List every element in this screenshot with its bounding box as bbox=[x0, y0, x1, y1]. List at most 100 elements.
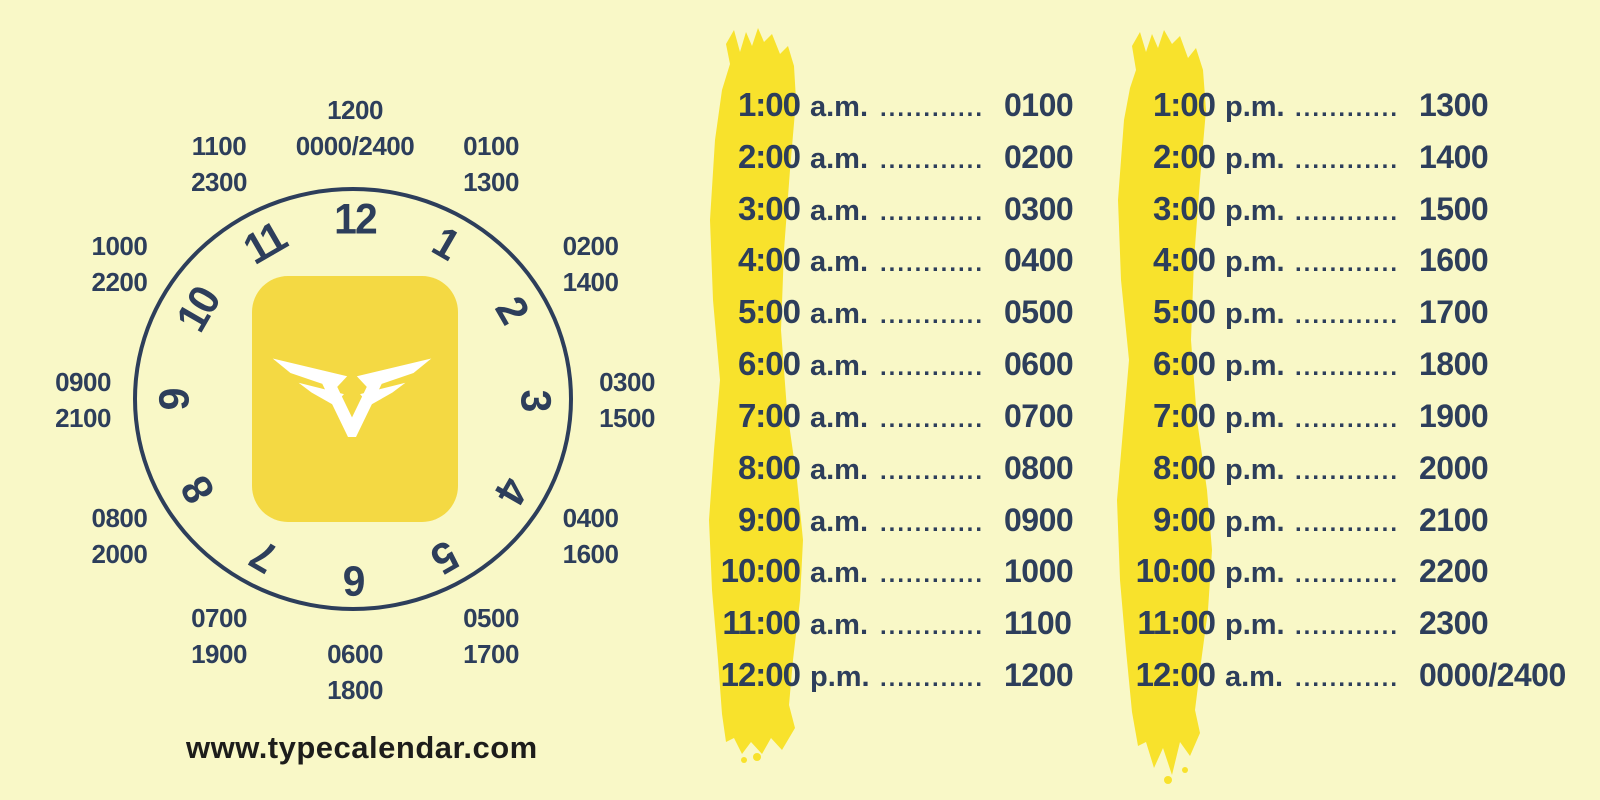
conversion-row: 10:00 a.m............. 1000 bbox=[700, 552, 1100, 590]
time-military: 0800 bbox=[1004, 449, 1074, 486]
time-12hr: 3:00 bbox=[1152, 189, 1216, 227]
right-brush-stroke bbox=[1117, 30, 1212, 775]
dots-leader: ............ bbox=[880, 302, 985, 330]
dots-leader: ............ bbox=[1295, 664, 1400, 692]
period-label: p.m. bbox=[1225, 91, 1285, 123]
conversion-row: 12:00 p.m............. 1200 bbox=[700, 656, 1100, 694]
military-label-line: 0100 bbox=[463, 131, 519, 162]
time-12hr: 4:00 bbox=[737, 241, 801, 279]
dots-leader: ............ bbox=[880, 250, 985, 278]
period-label: a.m. bbox=[810, 142, 869, 175]
period-label: p.m. bbox=[1225, 246, 1285, 279]
time-12hr: 10:00 bbox=[720, 552, 801, 590]
time-military: 1800 bbox=[1419, 346, 1489, 383]
time-12hr: 1:00 bbox=[1152, 86, 1216, 123]
dots-leader: ............ bbox=[880, 354, 985, 382]
period-label: p.m. bbox=[1225, 557, 1285, 590]
military-label-line: 1100 bbox=[191, 131, 247, 162]
conversion-row: 3:00 a.m............. 0300 bbox=[700, 190, 1100, 228]
period-label: a.m. bbox=[810, 194, 869, 227]
period-label: a.m. bbox=[810, 350, 869, 383]
military-label-line: 2200 bbox=[91, 267, 148, 297]
time-military: 1500 bbox=[1419, 190, 1489, 227]
dots-leader: ............ bbox=[1295, 509, 1400, 537]
time-military: 1200 bbox=[1004, 656, 1074, 693]
period-label: a.m. bbox=[810, 401, 869, 434]
time-12hr: 3:00 bbox=[737, 189, 801, 227]
conversion-row: 7:00 p.m............. 1900 bbox=[1115, 397, 1585, 435]
time-military: 0400 bbox=[1004, 242, 1074, 279]
time-military: 0900 bbox=[1004, 501, 1074, 538]
period-label: p.m. bbox=[1225, 401, 1285, 434]
time-military: 0600 bbox=[1004, 346, 1074, 383]
conversion-row: 4:00 a.m............. 0400 bbox=[700, 241, 1100, 279]
conversion-table-pm: 1:00 p.m............. 1300 2:00 p.m.........… bbox=[1115, 86, 1585, 694]
conversion-row: 6:00 p.m............. 1800 bbox=[1115, 345, 1585, 383]
period-label: a.m. bbox=[1225, 660, 1284, 693]
dots-leader: ............ bbox=[1295, 198, 1400, 226]
dots-leader: ............ bbox=[1295, 146, 1400, 174]
time-military: 0300 bbox=[1004, 190, 1074, 227]
dots-leader: ............ bbox=[880, 613, 985, 641]
clock-numeral-3: 3 bbox=[511, 389, 560, 411]
time-military: 1600 bbox=[1419, 242, 1489, 279]
time-military: 1300 bbox=[1419, 87, 1489, 123]
military-label-hour-6: 0600 1800 bbox=[327, 636, 383, 708]
time-military: 1000 bbox=[1004, 553, 1074, 590]
military-label-hour-5: 0500 1700 bbox=[463, 600, 519, 672]
conversion-row: 12:00 a.m............. 0000/2400 bbox=[1115, 656, 1585, 694]
dots-leader: ............ bbox=[1295, 561, 1400, 589]
period-label: p.m. bbox=[1225, 505, 1285, 538]
time-military: 1700 bbox=[1419, 294, 1489, 331]
conversion-row: 10:00 p.m............. 2200 bbox=[1115, 552, 1585, 590]
dots-leader: ............ bbox=[1295, 457, 1400, 485]
period-label: p.m. bbox=[1225, 142, 1285, 175]
military-label-hour-7: 0700 1900 bbox=[191, 600, 247, 672]
military-label-hour-1: 0100 1300 bbox=[463, 128, 519, 200]
period-label: a.m. bbox=[810, 453, 869, 486]
conversion-row: 1:00 p.m............. 1300 bbox=[1115, 86, 1585, 124]
winged-v-icon bbox=[272, 358, 432, 437]
military-label-line: 0700 bbox=[191, 602, 247, 633]
time-military: 2200 bbox=[1419, 553, 1489, 590]
clock-circle bbox=[133, 187, 573, 611]
military-label-hour-8: 0800 2000 bbox=[92, 500, 148, 572]
time-12hr: 8:00 bbox=[737, 448, 801, 486]
logo-badge bbox=[252, 276, 458, 522]
time-12hr: 10:00 bbox=[1135, 552, 1216, 590]
website-url: www.typecalendar.com bbox=[186, 730, 538, 765]
military-label-line: 0600 bbox=[327, 639, 383, 669]
time-12hr: 1:00 bbox=[737, 86, 801, 123]
military-label-hour-4: 0400 1600 bbox=[563, 500, 619, 572]
military-label-line: 1500 bbox=[599, 403, 655, 433]
military-label-hour-2: 0200 1400 bbox=[563, 228, 619, 300]
military-label-line: 0000/2400 bbox=[295, 131, 415, 161]
time-military: 1100 bbox=[1004, 605, 1072, 642]
time-12hr: 11:00 bbox=[722, 604, 801, 642]
time-military: 0200 bbox=[1004, 138, 1074, 175]
time-12hr: 11:00 bbox=[1137, 604, 1216, 642]
time-military: 2300 bbox=[1419, 605, 1489, 642]
military-label-line: 1300 bbox=[463, 167, 519, 198]
military-label-hour-9: 0900 2100 bbox=[55, 364, 111, 436]
military-label-line: 1000 bbox=[91, 231, 148, 261]
time-12hr: 4:00 bbox=[1152, 241, 1216, 279]
conversion-row: 2:00 p.m............. 1400 bbox=[1115, 138, 1585, 176]
period-label: a.m. bbox=[810, 91, 869, 123]
conversion-row: 11:00 p.m............. 2300 bbox=[1115, 604, 1585, 642]
time-12hr: 12:00 bbox=[720, 655, 801, 693]
military-label-line: 0900 bbox=[55, 367, 111, 397]
time-military: 2100 bbox=[1419, 501, 1489, 538]
time-12hr: 9:00 bbox=[737, 500, 801, 538]
dots-leader: ............ bbox=[880, 509, 985, 537]
dots-leader: ............ bbox=[1295, 250, 1400, 278]
time-military: 0500 bbox=[1004, 294, 1074, 331]
conversion-row: 3:00 p.m............. 1500 bbox=[1115, 190, 1585, 228]
dots-leader: ............ bbox=[880, 146, 985, 174]
period-label: p.m. bbox=[1225, 350, 1285, 383]
clock-numeral-6: 6 bbox=[344, 556, 366, 605]
conversion-row: 8:00 p.m............. 2000 bbox=[1115, 449, 1585, 487]
time-12hr: 5:00 bbox=[1152, 293, 1216, 331]
military-label-line: 0200 bbox=[562, 231, 619, 261]
